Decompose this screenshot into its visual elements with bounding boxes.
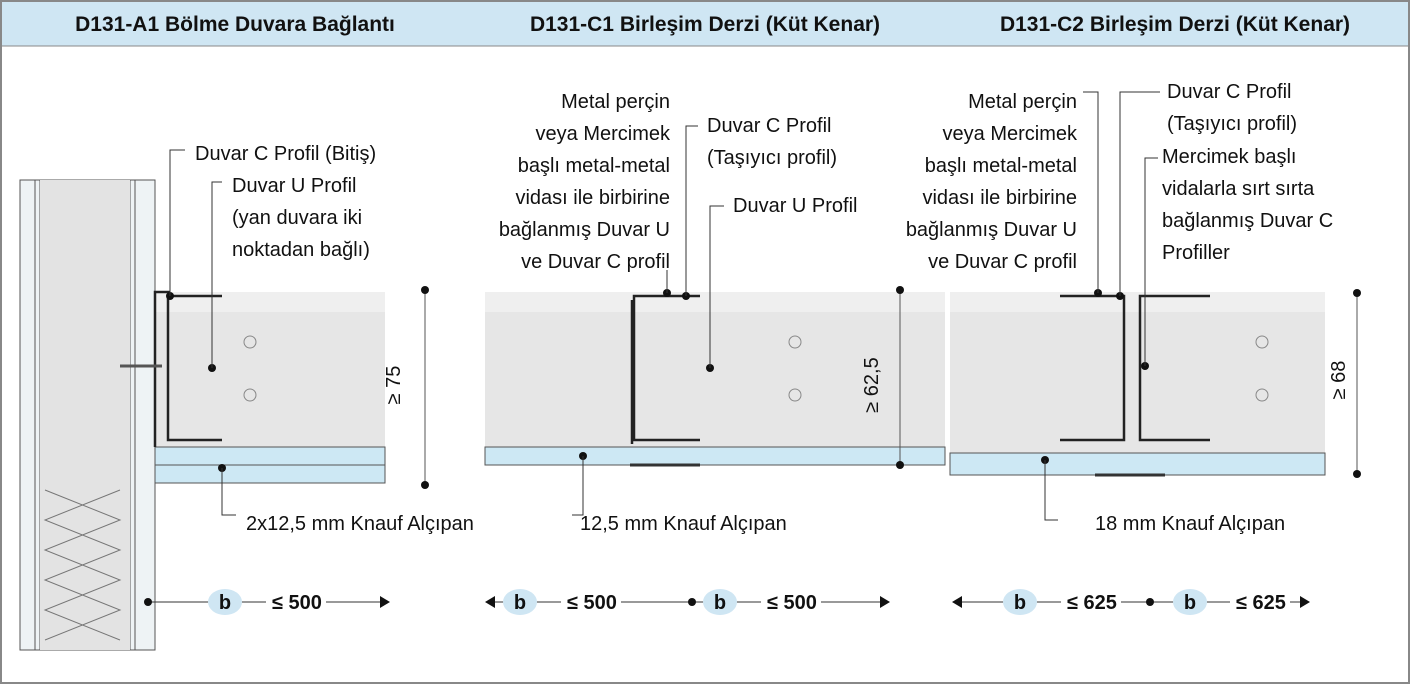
callout-line: (yan duvara iki: [232, 207, 362, 229]
callout-line: Metal perçin: [561, 91, 670, 113]
height-label: ≥ 75: [383, 366, 405, 405]
panel-title: D131-C2 Birleşim Derzi (Küt Kenar): [1000, 13, 1350, 36]
panel-title: D131-A1 Bölme Duvara Bağlantı: [75, 13, 395, 36]
height-label: ≥ 62,5: [861, 357, 883, 412]
width-symbol: b: [514, 592, 526, 614]
callout-line: Profiller: [1162, 242, 1230, 264]
callout-line: Metal perçin: [968, 91, 1077, 113]
height-label: ≥ 68: [1328, 361, 1350, 400]
width-symbol: b: [1014, 592, 1026, 614]
page: {"panels":[ {"title":"D131-A1 Bölme Duva…: [0, 0, 1410, 684]
width-symbol: b: [714, 592, 726, 614]
callout-line: Mercimek başlı: [1162, 146, 1296, 168]
callout-line: noktadan bağlı): [232, 239, 370, 261]
width-symbol: b: [219, 592, 231, 614]
callout-line: (Taşıyıcı profil): [707, 147, 837, 169]
callout-line: 2x12,5 mm Knauf Alçıpan: [246, 513, 474, 535]
callout-line: vidalarla sırt sırta: [1162, 178, 1315, 200]
callout-line: başlı metal-metal: [925, 155, 1077, 177]
callout-line: ve Duvar C profil: [928, 251, 1077, 273]
diagram: D131-A1 Bölme Duvara Bağlantı Duvar C Pro…: [0, 0, 1410, 684]
callout-line: vidası ile birbirine: [922, 187, 1077, 209]
callout-line: veya Mercimek: [536, 123, 671, 145]
callout-line: Duvar C Profil: [1167, 81, 1291, 103]
callout-line: Duvar U Profil: [232, 175, 356, 197]
width-label: ≤ 500: [767, 592, 817, 614]
callout-line: başlı metal-metal: [518, 155, 670, 177]
callout-line: vidası ile birbirine: [515, 187, 670, 209]
callout-line: ve Duvar C profil: [521, 251, 670, 273]
callout-line: Duvar C Profil: [707, 115, 831, 137]
callout-line: bağlanmış Duvar C: [1162, 210, 1333, 232]
callout-line: Duvar C Profil (Bitiş): [195, 143, 376, 165]
callout-line: bağlanmış Duvar U: [499, 219, 670, 241]
width-label: ≤ 625: [1067, 592, 1117, 614]
width-label: ≤ 500: [272, 592, 322, 614]
panel-title: D131-C1 Birleşim Derzi (Küt Kenar): [530, 13, 880, 36]
callout-line: Duvar U Profil: [733, 195, 857, 217]
callout-line: (Taşıyıcı profil): [1167, 113, 1297, 135]
width-symbol: b: [1184, 592, 1196, 614]
width-label: ≤ 625: [1236, 592, 1286, 614]
callout-line: 18 mm Knauf Alçıpan: [1095, 513, 1285, 535]
callout-line: 12,5 mm Knauf Alçıpan: [580, 513, 787, 535]
callout-line: veya Mercimek: [943, 123, 1078, 145]
callout-line: bağlanmış Duvar U: [906, 219, 1077, 241]
width-label: ≤ 500: [567, 592, 617, 614]
